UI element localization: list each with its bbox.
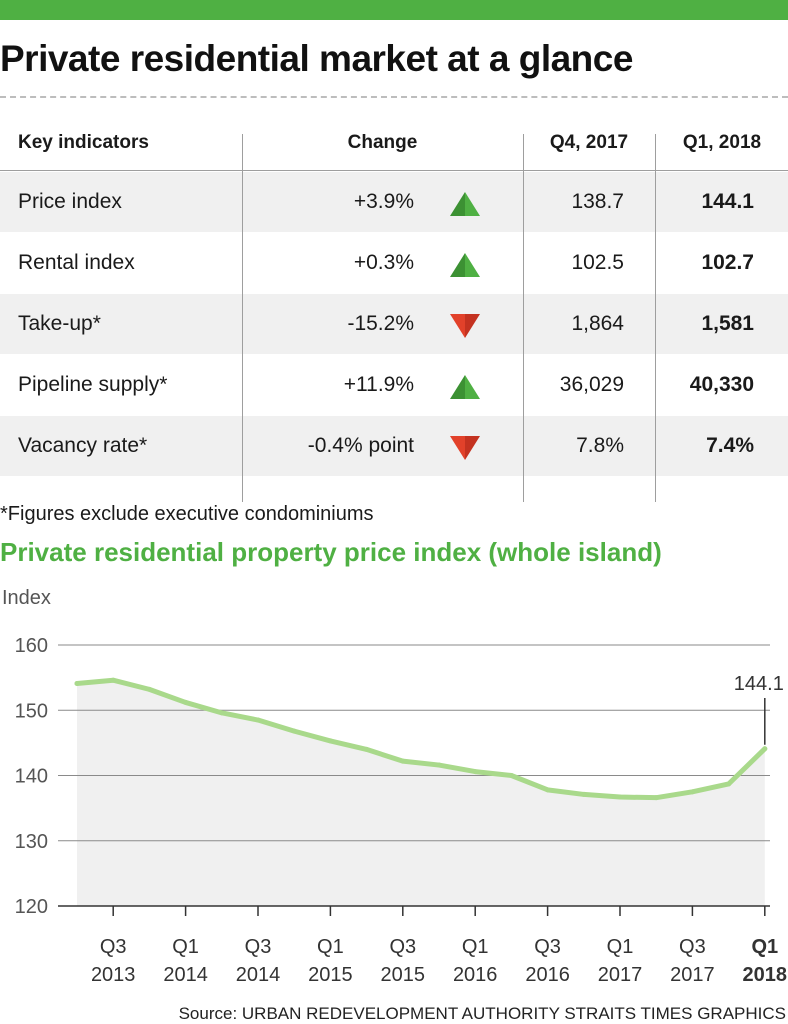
data-point bbox=[146, 686, 152, 692]
y-tick-label: 160 bbox=[15, 635, 48, 657]
data-point bbox=[762, 746, 768, 752]
table-row: Price index +3.9% 138.7 144.1 bbox=[0, 172, 788, 232]
data-point bbox=[545, 787, 551, 793]
data-point bbox=[364, 746, 370, 752]
x-tick-label: 2017 bbox=[598, 964, 643, 986]
x-tick-label: 2014 bbox=[163, 964, 208, 986]
data-point bbox=[74, 680, 80, 686]
triangle-up-icon bbox=[450, 253, 480, 277]
column-divider bbox=[655, 134, 656, 502]
header-q4-2017: Q4, 2017 bbox=[549, 132, 629, 153]
table-row: Take-up* -15.2% 1,864 1,581 bbox=[0, 294, 788, 354]
value-q1-2018: 7.4% bbox=[706, 434, 754, 457]
table-row: Rental index +0.3% 102.5 102.7 bbox=[0, 233, 788, 293]
indicator-change: +11.9% bbox=[343, 373, 414, 396]
value-q1-2018: 1,581 bbox=[701, 312, 754, 335]
data-point bbox=[581, 791, 587, 797]
data-label: 144.1 bbox=[734, 673, 784, 695]
y-tick-label: 140 bbox=[15, 766, 48, 788]
value-q4-2017: 36,029 bbox=[559, 373, 624, 396]
indicator-change: +3.9% bbox=[353, 190, 414, 213]
data-point bbox=[291, 728, 297, 734]
value-q4-2017: 102.5 bbox=[571, 251, 624, 274]
footnote: *Figures exclude executive condominiums bbox=[0, 503, 374, 525]
table-header-row: Key indicators Change Q4, 2017 Q1, 2018 bbox=[0, 114, 788, 174]
data-point bbox=[436, 762, 442, 768]
data-point bbox=[472, 769, 478, 775]
indicator-change: +0.3% bbox=[353, 251, 414, 274]
price-index-chart: Index 120 130 140 150 160 Q3 2013 Q1 2014 Q3 2014 Q1… bbox=[2, 587, 788, 986]
data-point bbox=[327, 738, 333, 744]
indicator-change: -0.4% point bbox=[307, 434, 414, 457]
series-line bbox=[74, 677, 768, 801]
x-tick-label: 2015 bbox=[381, 964, 426, 986]
value-q1-2018: 144.1 bbox=[701, 190, 754, 213]
x-tick-label: 2013 bbox=[91, 964, 136, 986]
data-point bbox=[617, 794, 623, 800]
x-tick-label: Q1 bbox=[172, 936, 199, 958]
x-tick-label: Q3 bbox=[245, 936, 272, 958]
indicator-name: Price index bbox=[18, 190, 122, 213]
top-accent-bar bbox=[0, 0, 788, 20]
chart-title: Private residential property price index… bbox=[0, 537, 662, 567]
column-divider bbox=[523, 134, 524, 502]
header-rule bbox=[0, 170, 788, 171]
x-tick-label: 2015 bbox=[308, 964, 353, 986]
value-q1-2018: 102.7 bbox=[701, 251, 754, 274]
x-tick-label: Q3 bbox=[534, 936, 561, 958]
triangle-up-icon bbox=[450, 375, 480, 399]
header-q1-2018: Q1, 2018 bbox=[682, 132, 762, 153]
x-tick-label: 2016 bbox=[525, 964, 570, 986]
x-tick-label: 2014 bbox=[236, 964, 281, 986]
y-tick-label: 120 bbox=[15, 896, 48, 918]
x-tick-label: Q3 bbox=[389, 936, 416, 958]
header-change: Change bbox=[347, 132, 418, 153]
x-tick-label: 2017 bbox=[670, 964, 715, 986]
indicator-name: Vacancy rate* bbox=[18, 434, 148, 457]
data-point bbox=[183, 699, 189, 705]
x-tick-label: Q1 bbox=[317, 936, 344, 958]
title-divider bbox=[0, 96, 788, 98]
x-tick-label: Q1 bbox=[751, 936, 778, 958]
x-tick-label: Q1 bbox=[607, 936, 634, 958]
x-tick-label: Q3 bbox=[100, 936, 127, 958]
data-point bbox=[689, 789, 695, 795]
data-point bbox=[219, 710, 225, 716]
indicator-name: Take-up* bbox=[18, 312, 101, 335]
data-point bbox=[653, 795, 659, 801]
y-tick-label: 150 bbox=[15, 700, 48, 722]
y-tick-label: 130 bbox=[15, 831, 48, 853]
y-axis-label: Index bbox=[2, 587, 51, 609]
data-point bbox=[508, 773, 514, 778]
data-point bbox=[726, 781, 732, 787]
data-point bbox=[110, 677, 116, 683]
x-tick-label: Q3 bbox=[679, 936, 706, 958]
indicator-change: -15.2% bbox=[347, 312, 414, 335]
x-tick-label: 2016 bbox=[453, 964, 498, 986]
table-row: Pipeline supply* +11.9% 36,029 40,330 bbox=[0, 355, 788, 415]
column-divider bbox=[242, 134, 243, 502]
value-q4-2017: 138.7 bbox=[571, 190, 624, 213]
source-credit: Source: URBAN REDEVELOPMENT AUTHORITY ST… bbox=[178, 1004, 786, 1023]
x-tick-label: Q1 bbox=[462, 936, 489, 958]
data-point bbox=[255, 717, 261, 723]
triangle-down-icon bbox=[450, 314, 480, 338]
area-fill bbox=[77, 680, 765, 906]
header-key-indicators: Key indicators bbox=[18, 132, 149, 153]
indicator-name: Pipeline supply* bbox=[18, 373, 168, 396]
triangle-up-icon bbox=[450, 192, 480, 216]
table-row: Vacancy rate* -0.4% point 7.8% 7.4% bbox=[0, 416, 788, 476]
value-q4-2017: 7.8% bbox=[576, 434, 624, 457]
x-tick-label: 2018 bbox=[743, 964, 788, 986]
data-point bbox=[400, 758, 406, 764]
value-q1-2018: 40,330 bbox=[689, 373, 754, 396]
page-title: Private residential market at a glance bbox=[0, 38, 633, 79]
indicator-name: Rental index bbox=[18, 251, 135, 274]
triangle-down-icon bbox=[450, 436, 480, 460]
value-q4-2017: 1,864 bbox=[571, 312, 624, 335]
